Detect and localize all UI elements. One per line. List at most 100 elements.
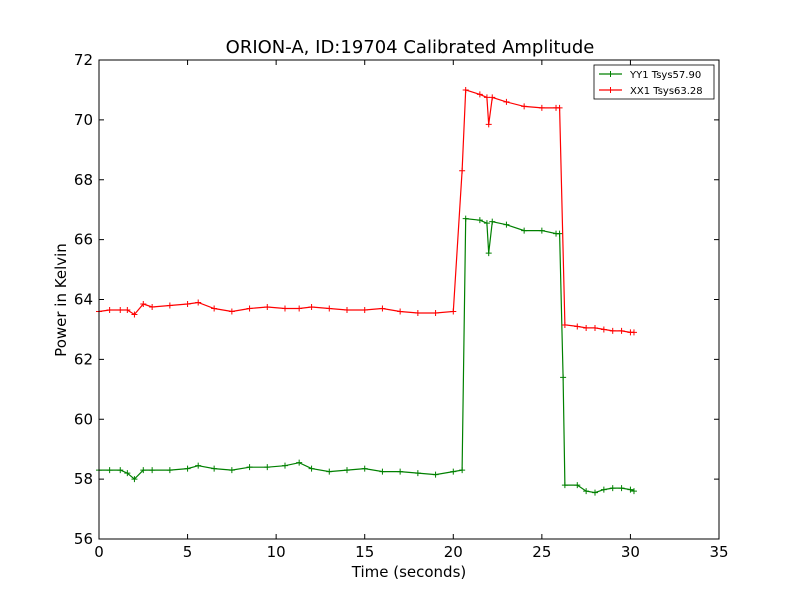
x-tick-label: 35 xyxy=(709,543,728,561)
series-yy1 xyxy=(96,215,637,496)
data-point-yy1 xyxy=(379,468,386,475)
data-point-xx1 xyxy=(483,94,490,101)
data-point-yy1 xyxy=(574,482,581,489)
data-point-yy1 xyxy=(246,464,253,471)
x-tick-label: 0 xyxy=(94,543,104,561)
data-point-xx1 xyxy=(228,308,235,315)
data-point-yy1 xyxy=(296,459,303,466)
legend-label-yy1: YY1 Tsys57.90 xyxy=(629,70,701,81)
data-point-xx1 xyxy=(609,327,616,334)
x-tick-label: 30 xyxy=(621,543,640,561)
data-point-yy1 xyxy=(560,374,567,381)
data-point-yy1 xyxy=(326,468,333,475)
x-tick-label: 15 xyxy=(355,543,374,561)
data-point-xx1 xyxy=(485,121,492,128)
data-point-xx1 xyxy=(308,303,315,310)
data-point-yy1 xyxy=(583,488,590,495)
x-tick-label: 25 xyxy=(532,543,551,561)
data-point-xx1 xyxy=(282,305,288,312)
legend-marker-xx1 xyxy=(607,87,614,93)
data-point-xx1 xyxy=(166,302,173,309)
data-point-xx1 xyxy=(476,91,483,98)
x-tick-label: 5 xyxy=(183,543,193,561)
data-point-xx1 xyxy=(538,104,545,111)
data-point-xx1 xyxy=(432,309,439,316)
data-point-yy1 xyxy=(195,462,202,469)
data-point-yy1 xyxy=(618,485,625,492)
data-point-xx1 xyxy=(246,305,253,312)
data-point-yy1 xyxy=(561,482,568,489)
data-point-yy1 xyxy=(211,465,218,472)
data-point-yy1 xyxy=(361,465,368,472)
legend-entry-yy1: YY1 Tsys57.90 xyxy=(599,70,701,81)
data-point-xx1 xyxy=(124,306,131,313)
data-point-yy1 xyxy=(609,485,616,492)
y-tick-label: 66 xyxy=(74,231,93,249)
data-point-yy1 xyxy=(149,467,156,474)
data-point-xx1 xyxy=(264,303,271,310)
data-point-xx1 xyxy=(462,86,469,93)
data-point-yy1 xyxy=(630,488,637,495)
legend-marker-yy1 xyxy=(607,71,614,77)
data-point-xx1 xyxy=(344,306,350,313)
x-tick-label: 20 xyxy=(444,543,463,561)
data-point-xx1 xyxy=(450,308,457,315)
data-point-yy1 xyxy=(414,470,421,477)
data-point-xx1 xyxy=(195,299,202,306)
legend: YY1 Tsys57.90 XX1 Tsys63.28 xyxy=(593,64,715,100)
data-point-yy1 xyxy=(344,467,350,474)
data-point-yy1 xyxy=(459,467,466,474)
data-point-xx1 xyxy=(149,303,156,310)
data-point-xx1 xyxy=(414,309,421,316)
data-point-yy1 xyxy=(264,464,271,471)
data-point-yy1 xyxy=(462,215,469,222)
x-tick-label: 10 xyxy=(267,543,286,561)
data-point-xx1 xyxy=(117,306,124,313)
data-point-yy1 xyxy=(184,465,191,472)
data-point-yy1 xyxy=(538,227,545,234)
data-point-yy1 xyxy=(124,470,131,477)
data-point-yy1 xyxy=(483,220,490,227)
legend-label-xx1: XX1 Tsys63.28 xyxy=(630,86,703,97)
data-point-yy1 xyxy=(556,230,563,237)
y-tick-label: 64 xyxy=(74,291,93,309)
data-point-xx1 xyxy=(211,305,218,312)
data-point-xx1 xyxy=(600,326,607,333)
data-point-xx1 xyxy=(131,311,138,318)
data-point-yy1 xyxy=(117,467,124,474)
data-point-yy1 xyxy=(521,227,528,234)
data-point-xx1 xyxy=(489,94,496,101)
data-point-yy1 xyxy=(476,217,483,224)
data-point-xx1 xyxy=(397,308,404,315)
data-point-xx1 xyxy=(583,324,590,331)
chart-title: ORION-A, ID:19704 Calibrated Amplitude xyxy=(226,37,595,58)
series-line-yy1 xyxy=(99,218,635,494)
legend-frame xyxy=(593,64,715,100)
y-tick-label: 56 xyxy=(74,530,93,548)
series-xx1 xyxy=(96,86,637,336)
series-layer xyxy=(96,86,637,496)
data-point-yy1 xyxy=(140,467,147,474)
data-point-xx1 xyxy=(296,305,303,312)
data-point-yy1 xyxy=(308,465,315,472)
data-point-xx1 xyxy=(459,167,466,174)
y-axis-label: Power in Kelvin xyxy=(52,243,70,357)
y-tick-label: 62 xyxy=(74,350,93,368)
data-point-xx1 xyxy=(521,103,528,110)
data-point-yy1 xyxy=(131,476,138,483)
data-point-yy1 xyxy=(397,468,404,475)
data-point-xx1 xyxy=(140,300,147,307)
data-point-yy1 xyxy=(450,468,457,475)
plot-background xyxy=(99,60,719,539)
data-point-xx1 xyxy=(361,306,368,313)
data-point-xx1 xyxy=(106,306,113,313)
data-point-xx1 xyxy=(592,324,598,331)
y-tick-label: 70 xyxy=(74,111,93,129)
data-point-xx1 xyxy=(503,98,510,105)
data-point-yy1 xyxy=(503,221,510,228)
data-point-xx1 xyxy=(184,300,191,307)
data-point-yy1 xyxy=(592,489,598,496)
y-tick-label: 60 xyxy=(74,410,93,428)
data-point-yy1 xyxy=(106,467,113,474)
